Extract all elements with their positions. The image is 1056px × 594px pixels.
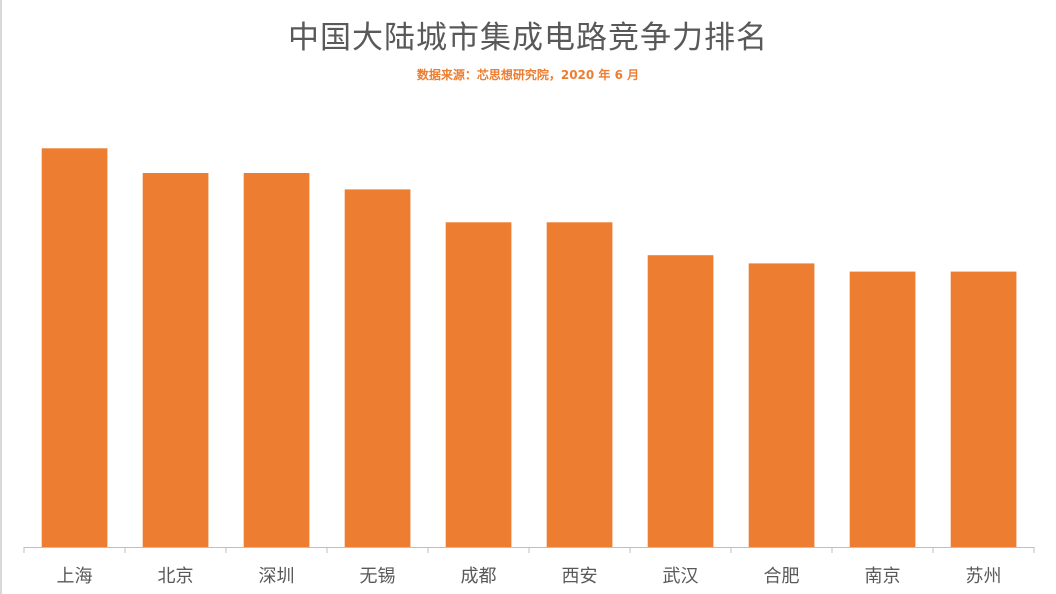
x-tick-label-2: 深圳: [259, 566, 295, 587]
x-tick-label-4: 成都: [461, 566, 497, 587]
x-axis: [23, 547, 1035, 553]
bar-4: [445, 222, 512, 548]
bar-2: [243, 173, 310, 547]
bar-3: [344, 189, 411, 547]
bar-7: [748, 263, 815, 547]
x-tick-labels: 上海 北京 深圳 无锡 成都 西安 武汉 合肥 南京 苏州: [57, 566, 1002, 587]
x-tick-label-0: 上海: [57, 566, 93, 587]
bar-9: [950, 271, 1017, 547]
x-tick-label-6: 武汉: [663, 566, 699, 587]
bars-layer: [41, 148, 1017, 548]
x-tick-label-1: 北京: [158, 566, 194, 587]
x-tick-label-3: 无锡: [360, 566, 396, 587]
bar-6: [647, 255, 714, 547]
x-tick-label-5: 西安: [562, 566, 598, 587]
bar-8: [849, 271, 916, 547]
chart-title: 中国大陆城市集成电路竞争力排名: [288, 20, 768, 56]
x-tick-label-7: 合肥: [764, 566, 800, 587]
bar-1: [142, 173, 209, 547]
bar-5: [546, 222, 613, 548]
x-tick-label-8: 南京: [865, 566, 901, 587]
frame-left-edge: [0, 0, 2, 594]
chart-subtitle: 数据来源：芯思想研究院，2020 年 6 月: [416, 68, 640, 82]
x-tick-label-9: 苏州: [966, 566, 1002, 587]
bar-0: [41, 148, 108, 548]
